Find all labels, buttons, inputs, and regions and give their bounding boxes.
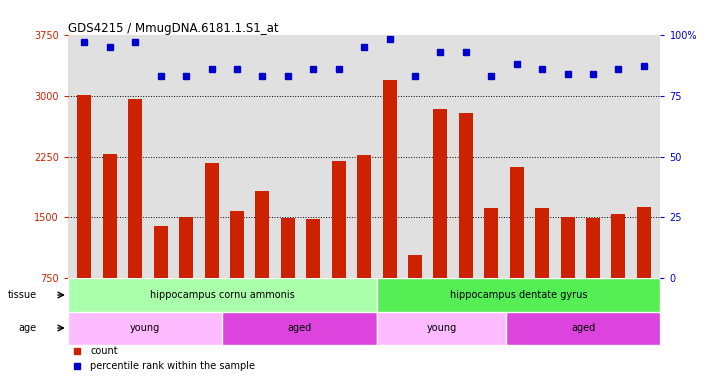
Text: aged: aged — [288, 323, 312, 333]
Bar — [68, 311, 223, 344]
Bar — [357, 155, 371, 278]
Bar — [484, 208, 498, 278]
Bar — [536, 208, 549, 278]
Bar — [377, 278, 660, 311]
Bar — [560, 217, 575, 278]
Text: count: count — [91, 346, 118, 356]
Bar — [179, 217, 193, 278]
Bar — [611, 214, 625, 278]
Bar — [256, 192, 269, 278]
Text: age: age — [19, 323, 37, 333]
Bar — [77, 95, 91, 278]
Bar — [637, 207, 651, 278]
Bar — [408, 255, 422, 278]
Bar — [281, 218, 295, 278]
Bar — [332, 161, 346, 278]
Bar — [68, 278, 377, 311]
Text: hippocampus cornu ammonis: hippocampus cornu ammonis — [150, 290, 295, 300]
Bar — [204, 163, 218, 278]
Bar — [586, 218, 600, 278]
Bar — [103, 154, 117, 278]
Bar — [459, 113, 473, 278]
Text: young: young — [130, 323, 160, 333]
Bar — [154, 226, 168, 278]
Text: young: young — [426, 323, 456, 333]
Bar — [129, 99, 142, 278]
Text: hippocampus dentate gyrus: hippocampus dentate gyrus — [450, 290, 588, 300]
Bar — [510, 167, 524, 278]
Bar — [223, 311, 377, 344]
Bar — [506, 311, 660, 344]
Text: aged: aged — [571, 323, 595, 333]
Bar — [306, 219, 321, 278]
Text: tissue: tissue — [8, 290, 37, 300]
Bar — [377, 311, 506, 344]
Bar — [383, 80, 396, 278]
Text: percentile rank within the sample: percentile rank within the sample — [91, 361, 256, 371]
Text: GDS4215 / MmugDNA.6181.1.S1_at: GDS4215 / MmugDNA.6181.1.S1_at — [68, 22, 278, 35]
Bar — [230, 211, 244, 278]
Bar — [433, 109, 448, 278]
